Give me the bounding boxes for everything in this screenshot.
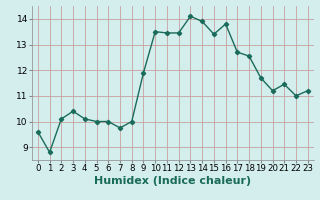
X-axis label: Humidex (Indice chaleur): Humidex (Indice chaleur) — [94, 176, 252, 186]
